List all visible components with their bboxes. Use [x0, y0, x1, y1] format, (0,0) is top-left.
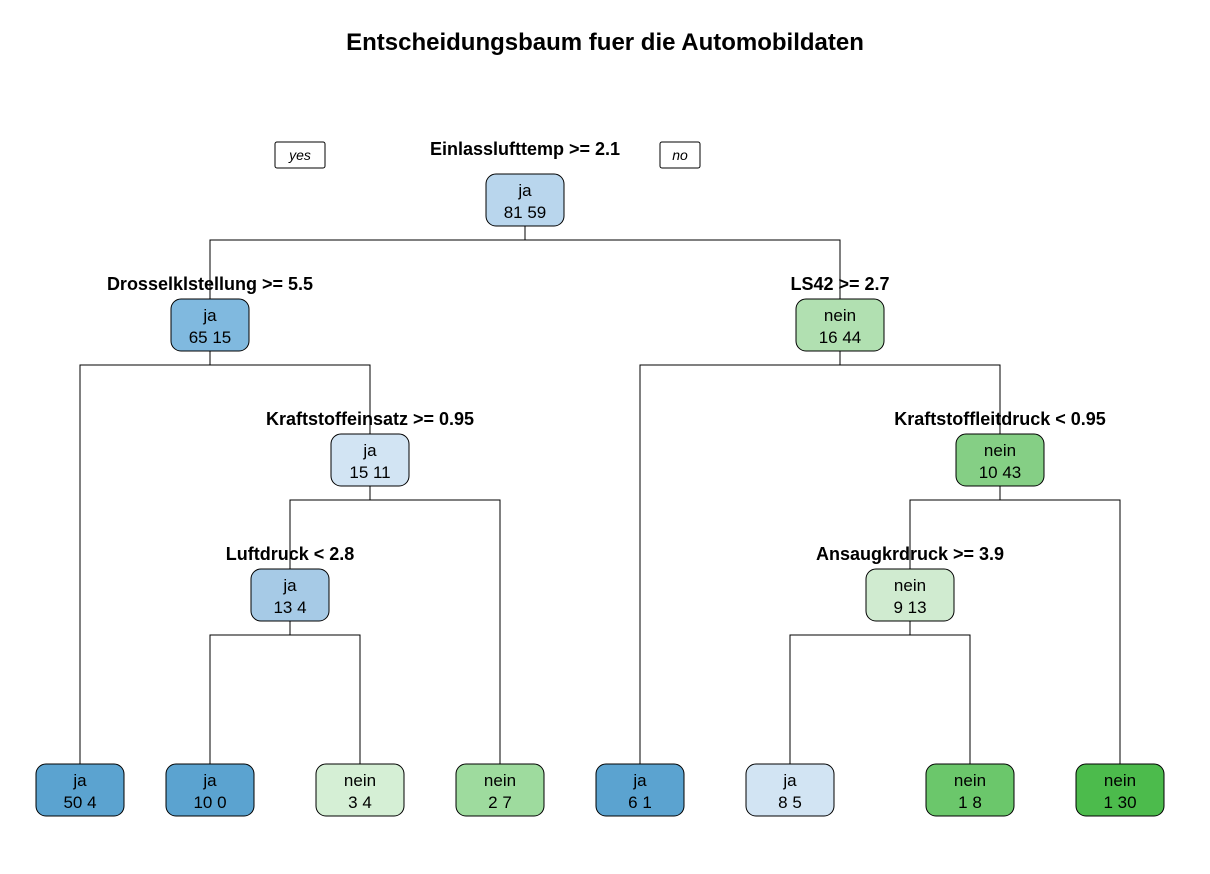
- node-class-label: ja: [517, 181, 532, 200]
- tree-edge: [210, 621, 290, 764]
- node-class-label: nein: [894, 576, 926, 595]
- node-counts: 3 4: [348, 793, 372, 812]
- node-counts: 1 30: [1103, 793, 1136, 812]
- node-counts: 15 11: [349, 463, 390, 482]
- legend-yes: yes: [275, 142, 325, 168]
- split-node: Kraftstoffeinsatz >= 0.95 ja 15 11: [266, 409, 474, 486]
- tree-edge: [1000, 486, 1120, 764]
- chart-title: Entscheidungsbaum fuer die Automobildate…: [346, 29, 864, 56]
- node-counts: 13 4: [273, 598, 306, 617]
- node-class-label: ja: [282, 576, 297, 595]
- node-class-label: nein: [484, 771, 516, 790]
- split-condition: LS42 >= 2.7: [790, 274, 889, 294]
- split-node: Luftdruck < 2.8 ja 13 4: [226, 544, 355, 621]
- split-condition: Kraftstoffleitdruck < 0.95: [894, 409, 1106, 429]
- nodes-group: Einlasslufttemp >= 2.1 ja 81 59 Drosselklst…: [36, 139, 1164, 816]
- node-class-label: ja: [632, 771, 647, 790]
- node-counts: 65 15: [189, 328, 232, 347]
- split-node: Drosselklstellung >= 5.5 ja 65 15: [107, 274, 313, 351]
- node-counts: 16 44: [819, 328, 862, 347]
- split-condition: Ansaugkrdruck >= 3.9: [816, 544, 1004, 564]
- node-class-label: nein: [954, 771, 986, 790]
- node-class-label: ja: [362, 441, 377, 460]
- node-counts: 8 5: [778, 793, 802, 812]
- tree-edge: [290, 621, 360, 764]
- node-counts: 81 59: [504, 203, 547, 222]
- leaf-node: ja 10 0: [166, 764, 254, 816]
- node-counts: 50 4: [63, 793, 96, 812]
- leaf-node: nein 1 8: [926, 764, 1014, 816]
- node-class-label: ja: [202, 771, 217, 790]
- node-class-label: nein: [344, 771, 376, 790]
- split-condition: Kraftstoffeinsatz >= 0.95: [266, 409, 474, 429]
- legend-yes-label: yes: [288, 147, 311, 163]
- tree-edge: [640, 351, 840, 764]
- split-node: Ansaugkrdruck >= 3.9 nein 9 13: [816, 544, 1004, 621]
- node-counts: 9 13: [893, 598, 926, 617]
- split-condition: Drosselklstellung >= 5.5: [107, 274, 313, 294]
- node-counts: 10 0: [193, 793, 226, 812]
- tree-edge: [790, 621, 910, 764]
- tree-edge: [80, 351, 210, 764]
- node-counts: 2 7: [488, 793, 512, 812]
- leaf-node: nein 3 4: [316, 764, 404, 816]
- node-class-label: nein: [984, 441, 1016, 460]
- tree-edge: [910, 621, 970, 764]
- split-node: Kraftstoffleitdruck < 0.95 nein 10 43: [894, 409, 1106, 486]
- node-class-label: nein: [1104, 771, 1136, 790]
- leaf-node: nein 2 7: [456, 764, 544, 816]
- legend-no: no: [660, 142, 700, 168]
- leaf-node: nein 1 30: [1076, 764, 1164, 816]
- node-counts: 6 1: [628, 793, 652, 812]
- node-class-label: nein: [824, 306, 856, 325]
- node-class-label: ja: [782, 771, 797, 790]
- split-node: LS42 >= 2.7 nein 16 44: [790, 274, 889, 351]
- legend-no-label: no: [672, 147, 688, 163]
- node-class-label: ja: [72, 771, 87, 790]
- split-condition: Luftdruck < 2.8: [226, 544, 355, 564]
- split-condition: Einlasslufttemp >= 2.1: [430, 139, 620, 159]
- leaf-node: ja 6 1: [596, 764, 684, 816]
- leaf-node: ja 8 5: [746, 764, 834, 816]
- leaf-node: ja 50 4: [36, 764, 124, 816]
- tree-edge: [370, 486, 500, 764]
- node-counts: 10 43: [979, 463, 1022, 482]
- split-node: Einlasslufttemp >= 2.1 ja 81 59: [430, 139, 620, 226]
- node-counts: 1 8: [958, 793, 982, 812]
- decision-tree-svg: Entscheidungsbaum fuer die Automobildate…: [0, 0, 1210, 874]
- node-class-label: ja: [202, 306, 217, 325]
